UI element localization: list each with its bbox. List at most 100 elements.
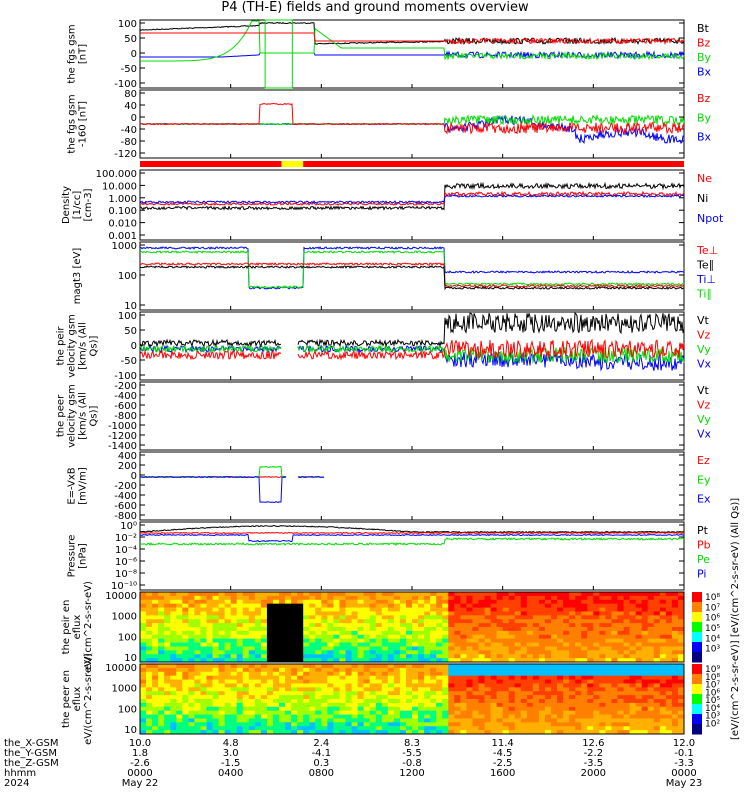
spectro-cell [605, 699, 612, 704]
spectro-cell [405, 627, 413, 632]
spectro-cell [363, 683, 371, 688]
spectro-cell [605, 691, 612, 696]
spectro-cell [448, 726, 455, 731]
series-ti-perp [140, 246, 685, 290]
spectro-cell [448, 687, 455, 692]
spectro-cell [224, 722, 232, 727]
spectro-cell [315, 730, 322, 735]
spectro-cell [158, 714, 165, 719]
legend-Pi: Pi [697, 568, 706, 581]
spectro-cell [502, 667, 510, 673]
spectro-cell [575, 642, 582, 647]
spectro-cell [297, 702, 304, 708]
spectro-cell [405, 615, 413, 620]
spectro-cell [460, 667, 467, 673]
spectro-cell [454, 718, 461, 723]
spectro-cell [345, 683, 353, 688]
spectro-cell [279, 671, 286, 677]
spectro-cell [170, 630, 177, 636]
spectro-cell [544, 592, 552, 597]
spectro-cell [677, 710, 685, 716]
spectro-cell [381, 714, 389, 719]
spectro-cell [508, 615, 516, 620]
spectro-cell [557, 592, 564, 597]
spectro-cell [617, 710, 625, 716]
spectro-cell [490, 664, 498, 669]
spectro-cell [194, 599, 201, 605]
spectro-cell [424, 634, 431, 640]
spectro-cell [327, 634, 334, 640]
spectro-cell [279, 654, 286, 659]
spectro-cell [194, 638, 201, 644]
spectro-cell [188, 702, 195, 708]
spectro-cell [653, 611, 661, 616]
spectro-cell [665, 615, 673, 620]
spectro-cell [303, 642, 310, 647]
spectro-cell [412, 687, 419, 692]
spectro-cell [230, 646, 238, 651]
spectro-cell [677, 702, 685, 708]
spectro-cell [279, 699, 286, 704]
spectro-cell [484, 607, 492, 612]
spectro-cell [430, 683, 437, 688]
spectro-cell [170, 603, 177, 609]
spectro-cell [152, 619, 159, 624]
spectro-cell [484, 595, 492, 601]
spectro-cell [206, 619, 214, 624]
spectro-cell [321, 664, 328, 669]
spectro-cell [285, 627, 292, 632]
spectro-cell [375, 714, 383, 719]
spectro-cell [647, 706, 655, 712]
spectro-cell [647, 654, 655, 659]
spectro-cell [272, 630, 280, 636]
spectro-cell [538, 718, 546, 723]
spectro-cell [557, 699, 564, 704]
spectro-cell [677, 671, 685, 677]
spectro-cell [303, 646, 310, 651]
spectro-cell [279, 710, 286, 716]
spectro-cell [188, 607, 195, 612]
spectro-cell [194, 642, 201, 647]
spectro-cell [140, 654, 147, 659]
spectro-cell [526, 599, 534, 605]
spectro-cell [478, 706, 486, 712]
spectro-cell [236, 627, 244, 632]
spectro-cell [653, 722, 661, 727]
spectro-cell [611, 667, 619, 673]
spectro-cell [387, 642, 395, 647]
spectro-cell [200, 722, 207, 727]
spectro-cell [671, 699, 679, 704]
spectro-cell [176, 687, 183, 692]
spectro-cell [339, 683, 347, 688]
spectro-cell [466, 706, 473, 712]
spectro-cell [303, 718, 310, 723]
spectro-cell [581, 623, 588, 628]
spectro-cell [496, 646, 504, 651]
spectro-cell [436, 615, 443, 620]
spectro-cell [230, 595, 238, 601]
spectro-cell [194, 654, 201, 659]
spectro-cell [387, 592, 395, 597]
ytick-label: -400 [114, 491, 137, 502]
spectro-cell [345, 646, 353, 651]
spectro-cell [653, 664, 661, 669]
spectro-cell [454, 638, 461, 644]
spectro-cell [635, 714, 643, 719]
spectro-cell [164, 702, 171, 708]
spectro-cell [442, 607, 449, 612]
spectro-cell [442, 664, 449, 669]
spectro-cell [520, 691, 528, 696]
spectro-cell [260, 691, 268, 696]
spectro-cell [285, 603, 292, 609]
spectro-cell [520, 630, 528, 636]
spectro-cell [254, 623, 262, 628]
spectro-cell [508, 706, 516, 712]
xtick-z-gsm: -3.5 [584, 758, 604, 769]
spectro-cell [623, 599, 631, 605]
spectro-cell [393, 607, 401, 612]
spectro-cell [611, 671, 619, 677]
spectro-cell [399, 630, 407, 636]
spectro-cell [641, 691, 649, 696]
spectro-cell [647, 592, 655, 597]
spectro-cell [272, 638, 280, 644]
